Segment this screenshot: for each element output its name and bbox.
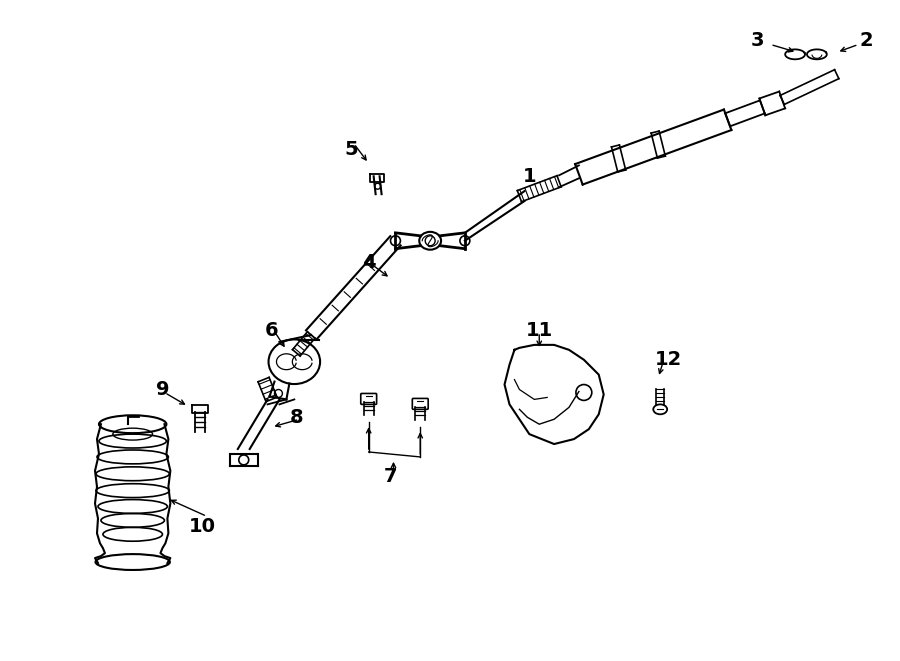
Text: 7: 7 bbox=[383, 467, 397, 486]
Text: 6: 6 bbox=[265, 321, 278, 340]
Text: 2: 2 bbox=[860, 31, 873, 50]
Text: 12: 12 bbox=[654, 350, 682, 369]
Text: 4: 4 bbox=[362, 253, 375, 272]
Text: 10: 10 bbox=[189, 517, 216, 536]
Text: 8: 8 bbox=[290, 408, 303, 427]
Text: 11: 11 bbox=[526, 321, 553, 340]
Text: 9: 9 bbox=[156, 380, 169, 399]
Polygon shape bbox=[505, 345, 604, 444]
Text: 1: 1 bbox=[523, 167, 536, 186]
Text: 5: 5 bbox=[344, 140, 357, 159]
Text: 3: 3 bbox=[751, 31, 764, 50]
